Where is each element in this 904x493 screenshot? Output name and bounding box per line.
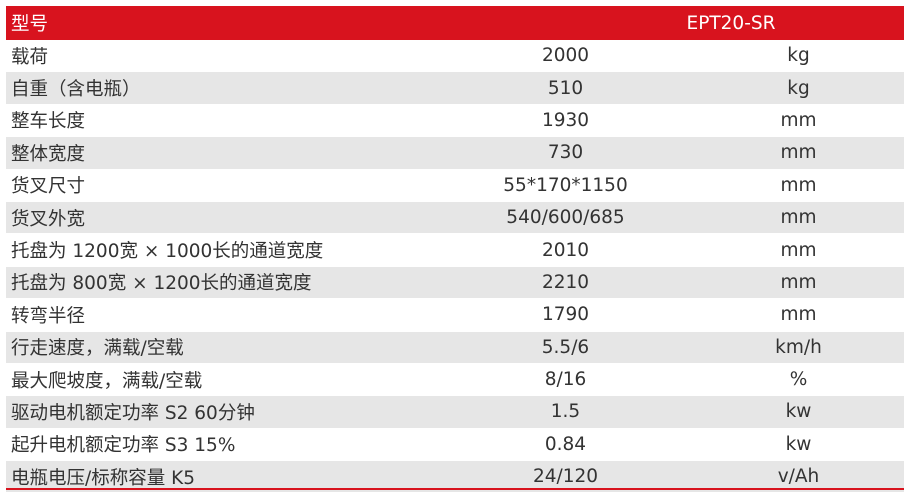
table-body: 载荷 2000 kg 自重（含电瓶） 510 kg 整车长度 1930 mm 整… — [6, 40, 904, 493]
row-value: 1790 — [438, 298, 693, 332]
row-value: 55*170*1150 — [438, 169, 693, 202]
table-row: 货叉外宽 540/600/685 mm — [6, 201, 904, 235]
row-unit: mm — [693, 169, 904, 202]
row-value: 1930 — [438, 104, 693, 138]
row-value: 0.84 — [438, 428, 693, 462]
header-label: 型号 — [6, 6, 438, 40]
row-unit: km/h — [693, 331, 904, 364]
row-unit: % — [693, 363, 904, 397]
row-unit: mm — [693, 136, 904, 170]
row-unit: kg — [693, 40, 904, 73]
row-name: 驱动电机额定功率 S2 60分钟 — [6, 395, 438, 429]
header-row: 型号 EPT20-SR — [6, 6, 904, 40]
table-row: 载荷 2000 kg — [6, 40, 904, 73]
row-name: 最大爬坡度，满载/空载 — [6, 363, 438, 397]
table-row: 最大爬坡度，满载/空载 8/16 % — [6, 363, 904, 397]
table-row: 行走速度，满载/空载 5.5/6 km/h — [6, 331, 904, 364]
row-name: 自重（含电瓶） — [6, 71, 438, 105]
row-unit: kw — [693, 395, 904, 429]
row-unit: mm — [693, 201, 904, 235]
row-name: 托盘为 1200宽 × 1000长的通道宽度 — [6, 233, 438, 267]
row-value: 540/600/685 — [438, 201, 693, 235]
row-unit: kg — [693, 71, 904, 105]
row-value: 2000 — [438, 40, 693, 73]
row-name: 载荷 — [6, 40, 438, 73]
spec-table: 型号 EPT20-SR 载荷 2000 kg 自重（含电瓶） 510 kg 整车… — [6, 6, 904, 493]
row-unit: kw — [693, 428, 904, 462]
row-value: 510 — [438, 71, 693, 105]
row-name: 货叉外宽 — [6, 201, 438, 235]
table-row: 自重（含电瓶） 510 kg — [6, 71, 904, 105]
row-value: 5.5/6 — [438, 331, 693, 364]
row-name: 托盘为 800宽 × 1200长的通道宽度 — [6, 266, 438, 300]
row-name: 货叉尺寸 — [6, 169, 438, 202]
row-value: 2010 — [438, 233, 693, 267]
row-unit: mm — [693, 233, 904, 267]
table-row: 转弯半径 1790 mm — [6, 298, 904, 332]
row-value: 730 — [438, 136, 693, 170]
row-name: 电瓶电压/标称容量 K5 — [6, 460, 438, 493]
table-row: 起升电机额定功率 S3 15% 0.84 kw — [6, 428, 904, 462]
row-unit: mm — [693, 104, 904, 138]
row-unit: v/Ah — [693, 460, 904, 493]
row-value: 2210 — [438, 266, 693, 300]
row-name: 转弯半径 — [6, 298, 438, 332]
table-row: 货叉尺寸 55*170*1150 mm — [6, 169, 904, 202]
row-value: 8/16 — [438, 363, 693, 397]
row-name: 整体宽度 — [6, 136, 438, 170]
row-value: 1.5 — [438, 395, 693, 429]
bottom-rule — [6, 488, 904, 490]
table-row: 驱动电机额定功率 S2 60分钟 1.5 kw — [6, 395, 904, 429]
table-row: 托盘为 800宽 × 1200长的通道宽度 2210 mm — [6, 266, 904, 300]
header-model: EPT20-SR — [438, 6, 904, 40]
row-name: 起升电机额定功率 S3 15% — [6, 428, 438, 462]
table-row: 整车长度 1930 mm — [6, 104, 904, 138]
row-name: 整车长度 — [6, 104, 438, 138]
table-row: 托盘为 1200宽 × 1000长的通道宽度 2010 mm — [6, 233, 904, 267]
row-unit: mm — [693, 298, 904, 332]
table-header: 型号 EPT20-SR — [6, 6, 904, 40]
table-row: 整体宽度 730 mm — [6, 136, 904, 170]
row-unit: mm — [693, 266, 904, 300]
row-name: 行走速度，满载/空载 — [6, 331, 438, 364]
